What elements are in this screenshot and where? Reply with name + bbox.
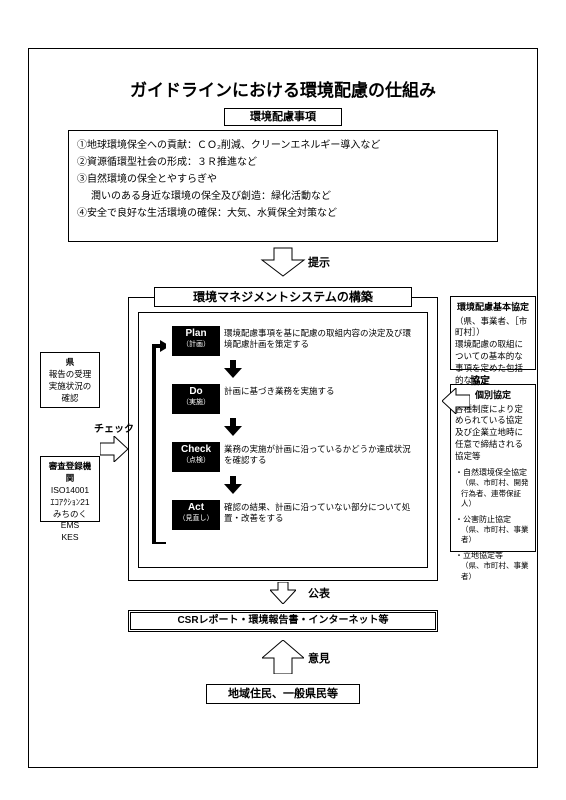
arrow-right-icon	[100, 436, 128, 462]
arrow-teiji-icon	[262, 248, 304, 272]
kyotei-label: 協定	[470, 372, 490, 387]
main-title: ガイドラインにおける環境配慮の仕組み	[0, 76, 566, 101]
pdca-loop-arrow-icon	[152, 340, 166, 544]
pdca-do: Do（実施） 計画に基づき業務を実施する	[172, 384, 418, 414]
consider-l3b: 潤いのある身近な環境の保全及び創造：緑化活動など	[77, 188, 489, 205]
arrow-down-icon	[224, 476, 242, 494]
kohyo-label: 公表	[308, 585, 330, 601]
teiji-label: 提示	[308, 254, 330, 270]
arrow-left-icon	[442, 388, 470, 414]
arrow-down-icon	[224, 360, 242, 378]
side-basic-agreement: 環境配慮基本協定 （県、事業者、［市町村］） 環境配慮の取組についての基本的な事…	[450, 296, 536, 370]
consider-header: 環境配慮事項	[224, 108, 342, 126]
pdca-act: Act（見直し） 確認の結果、計画に沿っていない部分について処置・改善をする	[172, 500, 418, 530]
side-pref-box: 県 報告の受理 実施状況の確認	[40, 352, 100, 408]
iken-label: 意見	[308, 650, 330, 666]
check-label: チェック	[94, 420, 134, 435]
csr-box: CSRレポート・環境報告書・インターネット等	[128, 610, 438, 632]
public-box: 地域住民、一般県民等	[206, 684, 360, 704]
arrow-down-icon	[270, 582, 288, 600]
ems-header: 環境マネジメントシステムの構築	[154, 287, 412, 307]
consider-l3: ③自然環境の保全とやすらぎや	[77, 171, 489, 188]
arrow-down-icon	[224, 418, 242, 436]
side-audit-box: 審査登録機関 ISO14001 ｴｺｱｸｼｮﾝ21 みちのくEMS KES	[40, 456, 100, 522]
arrow-up-icon	[262, 640, 304, 670]
pdca-check: Check（点検） 業務の実施が計画に沿っているかどうか達成状況を確認する	[172, 442, 418, 472]
pdca-plan: Plan（計画） 環境配慮事項を基に配慮の取組内容の決定及び環境配慮計画を策定す…	[172, 326, 418, 356]
consider-l2: ②資源循環型社会の形成：３Ｒ推進など	[77, 154, 489, 171]
consider-l4: ④安全で良好な生活環境の確保：大気、水質保全対策など	[77, 205, 489, 222]
consider-box: ①地球環境保全への貢献：ＣＯ₂削減、クリーンエネルギー導入など ②資源循環型社会…	[68, 130, 498, 242]
consider-l1: ①地球環境保全への貢献：ＣＯ₂削減、クリーンエネルギー導入など	[77, 137, 489, 154]
